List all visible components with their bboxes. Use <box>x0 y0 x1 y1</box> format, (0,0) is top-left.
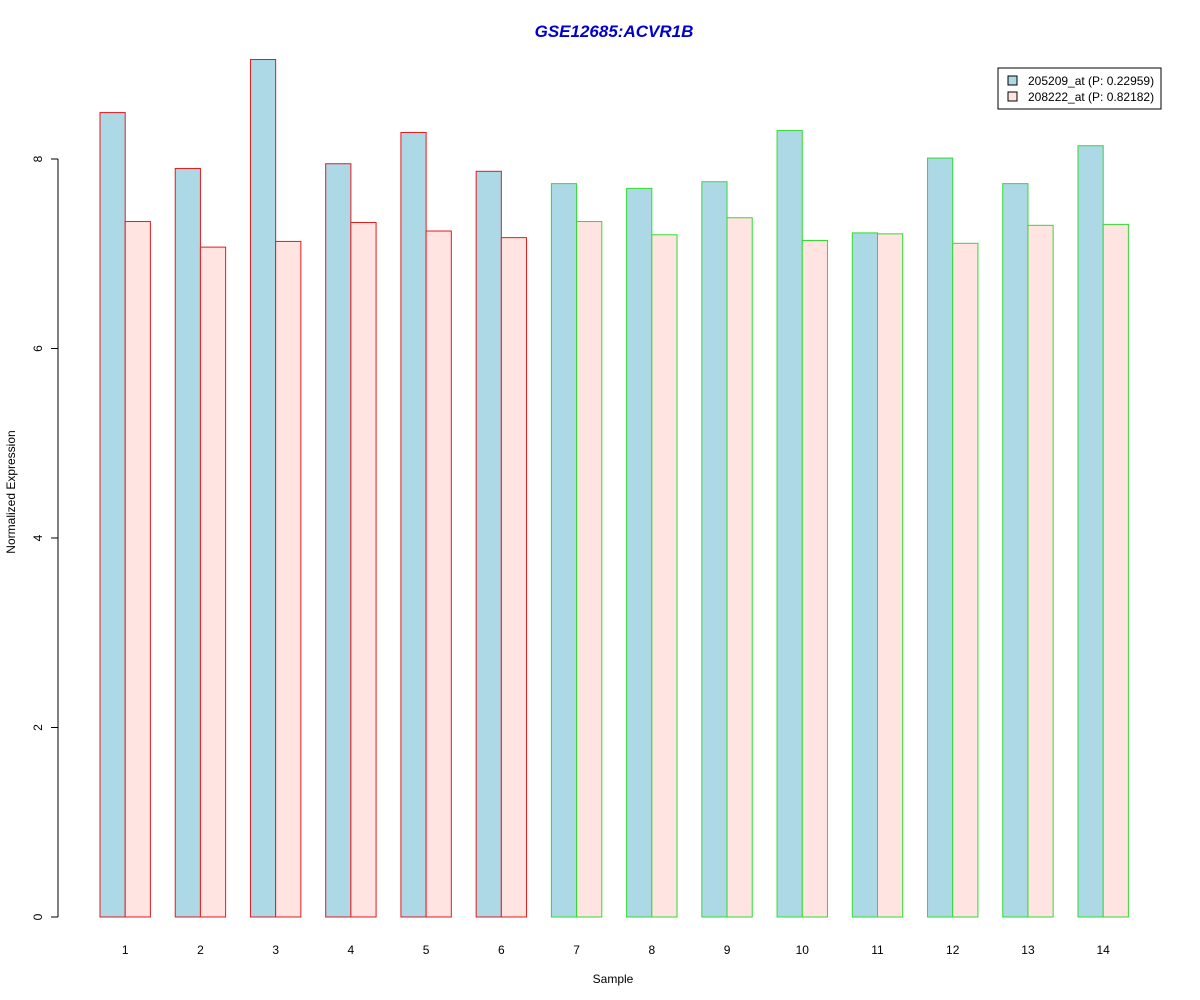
bar-sample-11-series-2 <box>877 233 904 918</box>
bar-sample-8-series-1 <box>626 187 653 918</box>
y-tick-label: 0 <box>31 913 45 920</box>
y-tick-label: 8 <box>31 155 45 162</box>
y-tick-label: 6 <box>31 345 45 352</box>
bar-sample-3-series-1 <box>249 59 277 918</box>
bar-sample-6-series-1 <box>475 170 502 918</box>
bar-sample-7-series-1 <box>550 183 578 918</box>
legend: 205209_at (P: 0.22959) 208222_at (P: 0.8… <box>997 67 1162 110</box>
legend-label-205209: 205209_at (P: 0.22959) <box>1028 74 1154 88</box>
bar-sample-1-series-2 <box>124 221 151 918</box>
x-tick-label-10: 10 <box>796 943 810 957</box>
bar-sample-4-series-1 <box>325 163 352 918</box>
x-tick-label-2: 2 <box>197 943 204 957</box>
x-axis-tick-labels: 1 2 3 4 5 6 7 8 9 10 11 12 13 14 <box>122 943 1110 957</box>
bar-sample-13-series-1 <box>1002 183 1029 918</box>
x-tick-label-1: 1 <box>122 943 129 957</box>
y-tick-label: 4 <box>31 534 45 541</box>
bar-sample-2-series-1 <box>174 167 201 918</box>
legend-swatch-205209 <box>1007 75 1018 86</box>
bar-sample-12-series-2 <box>952 242 979 918</box>
bar-sample-6-series-2 <box>500 237 528 918</box>
bar-sample-14-series-2 <box>1102 223 1129 918</box>
chart-title: GSE12685:ACVR1B <box>535 22 694 41</box>
bar-sample-11-series-1 <box>851 232 878 918</box>
bar-sample-9-series-1 <box>701 181 728 918</box>
x-tick-label-14: 14 <box>1097 943 1111 957</box>
x-tick-label-9: 9 <box>724 943 731 957</box>
x-tick-label-7: 7 <box>573 943 580 957</box>
y-tick-label: 2 <box>31 724 45 731</box>
x-axis-label: Sample <box>593 972 634 986</box>
x-tick-label-4: 4 <box>348 943 355 957</box>
x-tick-label-12: 12 <box>946 943 960 957</box>
legend-box <box>997 67 1162 110</box>
bar-sample-7-series-2 <box>576 221 603 918</box>
x-tick-label-8: 8 <box>648 943 655 957</box>
bar-sample-10-series-1 <box>776 130 803 918</box>
bar-sample-4-series-2 <box>350 221 377 918</box>
bar-sample-2-series-2 <box>199 246 227 918</box>
bar-sample-12-series-1 <box>927 157 954 918</box>
x-tick-label-5: 5 <box>423 943 430 957</box>
bar-sample-8-series-2 <box>651 234 678 918</box>
bar-sample-14-series-1 <box>1077 145 1104 918</box>
bar-sample-13-series-2 <box>1027 224 1054 918</box>
x-tick-label-3: 3 <box>272 943 279 957</box>
bar-sample-1-series-1 <box>99 112 126 918</box>
bars <box>99 59 1129 918</box>
legend-swatch-208222 <box>1007 91 1018 102</box>
bar-sample-5-series-1 <box>400 131 427 918</box>
x-tick-label-11: 11 <box>871 943 884 957</box>
bar-sample-9-series-2 <box>726 217 753 918</box>
bar-sample-5-series-2 <box>425 230 452 918</box>
x-tick-label-6: 6 <box>498 943 505 957</box>
bar-sample-3-series-2 <box>275 240 302 918</box>
x-tick-label-13: 13 <box>1021 943 1035 957</box>
y-axis: 0 2 4 6 8 <box>31 155 59 920</box>
legend-label-208222: 208222_at (P: 0.82182) <box>1028 90 1154 104</box>
y-axis-label: Normalized Expression <box>4 430 18 553</box>
bar-sample-10-series-2 <box>801 239 828 918</box>
